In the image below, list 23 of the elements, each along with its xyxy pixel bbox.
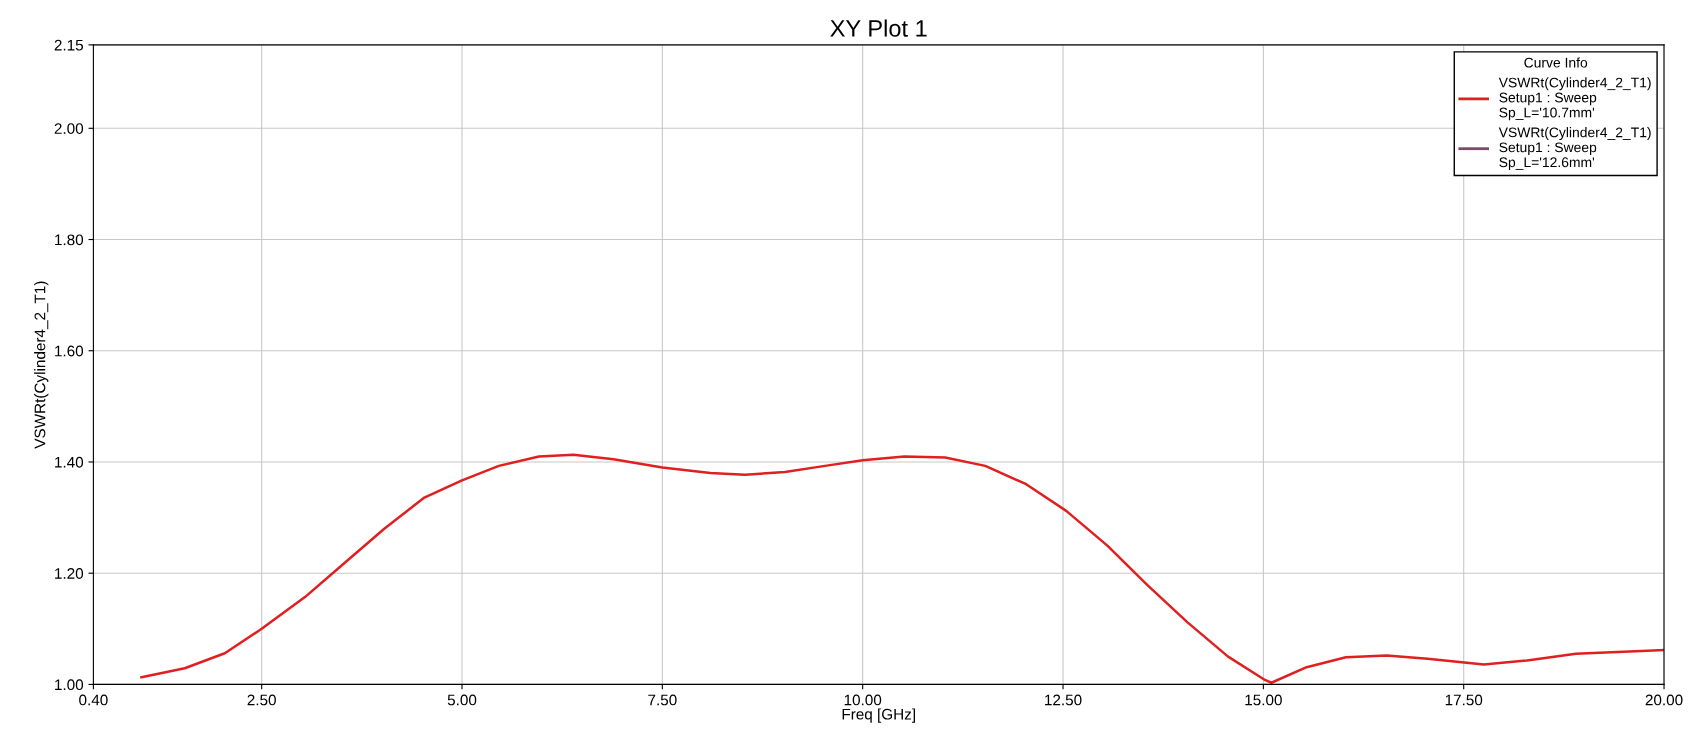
chart-title: XY Plot 1: [830, 19, 927, 37]
x-tick-label: 17.50: [1445, 694, 1483, 706]
legend-label: VSWRt(Cylinder4_2_T1) Setup1 : Sweep Sp_L='12.6mm': [1498, 127, 1651, 170]
x-tick-label: 5.00: [447, 694, 477, 706]
x-tick-label: 7.50: [648, 694, 677, 706]
x-tick-label: 0.40: [79, 694, 108, 706]
y-tick-label: 1.20: [55, 568, 84, 579]
y-axis-title: VSWRt(Cylinder4_2_T1): [34, 281, 49, 449]
x-axis-title: Freq [GHz]: [842, 708, 915, 723]
x-tick-label: 15.00: [1245, 694, 1282, 706]
y-tick-label: 1.60: [55, 345, 84, 357]
y-tick-label: 2.00: [54, 123, 84, 134]
y-tick-label: 1.00: [55, 679, 84, 691]
line-series: [140, 453, 1665, 684]
legend-label: VSWRt(Cylinder4_2_T1) Setup1 : Sweep Sp_L='10.7mm': [1498, 77, 1651, 121]
y-tick-label: 1.40: [55, 456, 84, 468]
x-tick-label: 20.00: [1645, 694, 1683, 706]
x-tick-label: 12.50: [1045, 694, 1082, 706]
y-tick-label: 1.80: [55, 234, 84, 246]
legend-title: Curve Info: [1524, 57, 1588, 68]
x-tick-label: 10.00: [844, 694, 882, 706]
x-tick-label: 2.50: [247, 694, 276, 706]
y-tick-label: 2.15: [54, 39, 84, 51]
